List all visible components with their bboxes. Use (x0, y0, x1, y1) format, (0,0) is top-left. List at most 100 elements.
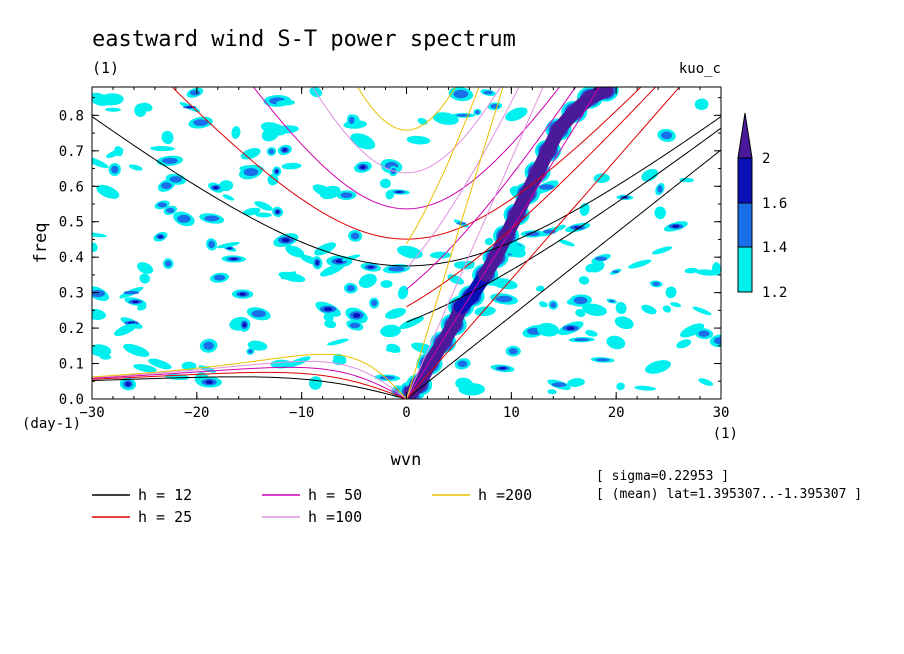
spectrum-contours (92, 87, 721, 398)
spectrum-blob-core (193, 119, 208, 127)
spectrum-blob (698, 378, 714, 386)
rossby-curve (92, 366, 407, 399)
x-tick-label: 30 (713, 405, 730, 421)
inertia-gravity-curve (92, 116, 721, 267)
mean-lat-note: [ (mean) lat=1.395307..-1.395307 ] (596, 487, 862, 502)
spectrum-blob-core (204, 215, 220, 222)
x-axis-label: wvn (391, 450, 422, 470)
spectrum-blob (181, 361, 197, 371)
spectrum-blob-peak (315, 260, 319, 266)
spectrum-blob (247, 340, 268, 351)
spectrum-blob-peak (275, 169, 279, 174)
mrg-curve (406, 127, 721, 323)
spectrum-blob (133, 364, 157, 373)
spectrum-blob (242, 207, 261, 216)
x-tick-label: 0 (402, 405, 410, 421)
legend-label: h =100 (308, 508, 362, 526)
y-tick-label: 0.3 (59, 286, 84, 302)
y-axis: 0.0 0.1 0.2 0.3 0.4 0.5 0.6 0.7 0.8 (59, 97, 721, 408)
spectrum-blob-core (243, 168, 259, 177)
spectrum-blob (92, 242, 98, 253)
inertia-gravity-curve (171, 87, 642, 240)
spectrum-blob-peak (672, 224, 680, 228)
spectrum-blob (92, 308, 106, 320)
spectrum-blob (114, 146, 124, 157)
spectrum-blob (327, 338, 349, 346)
spectrum-blob-core (350, 232, 360, 240)
spectrum-blob-core (595, 358, 610, 362)
spectrum-blob (679, 177, 694, 183)
spectrum-blob (634, 385, 656, 391)
spectrum-blob (254, 201, 273, 211)
spectrum-blob-peak (281, 238, 290, 243)
spectrum-blob-peak (132, 300, 139, 304)
spectrum-blob-core (157, 202, 167, 208)
mrg-curve (406, 87, 520, 269)
spectrum-blob (285, 245, 305, 258)
legend-label: h = 50 (308, 486, 362, 504)
spectrum-blob (406, 135, 431, 145)
spectrum-blob (585, 263, 597, 273)
spectrum-blob-peak (367, 265, 374, 269)
spectrum-blob-peak (227, 247, 232, 250)
spectrum-blob-core (162, 157, 178, 164)
spectrum-blob-peak (335, 259, 344, 264)
sigma-note: [ sigma=0.22953 ] (596, 469, 729, 484)
spectrum-blob (123, 343, 150, 357)
spectrum-blob (557, 224, 566, 231)
spectrum-blob (684, 267, 699, 274)
spectrum-blob (654, 206, 667, 220)
spectrum-blob-core (543, 229, 557, 234)
spectrum-blob (575, 309, 586, 318)
spectrum-blob-peak (275, 210, 280, 214)
spectrum-blob-peak (213, 186, 219, 190)
spectrum-blob (539, 301, 548, 308)
spectrum-blob (92, 344, 112, 357)
spectrum-blob (358, 273, 377, 288)
spectrum-blob (267, 173, 279, 186)
spectrum-blob-core (657, 185, 663, 193)
spectrum-blob-core (608, 299, 616, 303)
spectrum-blob-core (661, 131, 673, 140)
kelvin-curve (406, 87, 544, 399)
spectrum-blob-core (550, 302, 557, 308)
spectrum-blob-core (474, 110, 480, 115)
spectrum-blob (582, 303, 607, 316)
spectrum-blob (458, 383, 485, 396)
spectrum-blob (104, 107, 121, 112)
y-tick-label: 0.4 (59, 250, 84, 266)
spectrum-blob-core (268, 148, 275, 155)
spectrum-blob-peak (205, 380, 214, 385)
spectrum-blob-core (189, 90, 201, 96)
spectrum-blob-peak (125, 381, 131, 387)
spectrum-blob-peak (242, 322, 247, 328)
colorbar-label: 1.6 (762, 196, 787, 212)
y-tick-label: 0.6 (59, 179, 84, 195)
spectrum-blob (314, 242, 337, 256)
spectrum-blob (240, 148, 261, 160)
spectrum-blob (665, 286, 677, 299)
inertia-gravity-curve (356, 87, 457, 131)
rossby-curve (92, 376, 407, 399)
spectrum-blob (92, 232, 108, 238)
spectrum-blob (260, 122, 287, 136)
spectrum-blob (341, 254, 361, 262)
kelvin-curve (406, 87, 601, 399)
spectrum-blob-core (177, 214, 191, 223)
spectrum-blob-peak (239, 292, 246, 296)
spectrum-blob (137, 262, 154, 274)
spectrum-blob (92, 92, 110, 106)
spectrum-blob-peak (323, 307, 333, 312)
spectrum-blob (692, 306, 712, 316)
spectrum-blob (695, 269, 719, 276)
y-tick-label: 0.7 (59, 144, 84, 160)
spectrum-blob (432, 112, 459, 125)
spectrum-blob (567, 378, 585, 388)
spectrum-blob (99, 354, 112, 360)
spectrum-blob (255, 212, 272, 218)
spectrum-blob (614, 316, 634, 330)
spectrum-blob-core (110, 165, 119, 174)
spectrum-blob (324, 319, 337, 329)
spectrum-blob (388, 309, 403, 315)
spectrum-blob (114, 323, 137, 337)
